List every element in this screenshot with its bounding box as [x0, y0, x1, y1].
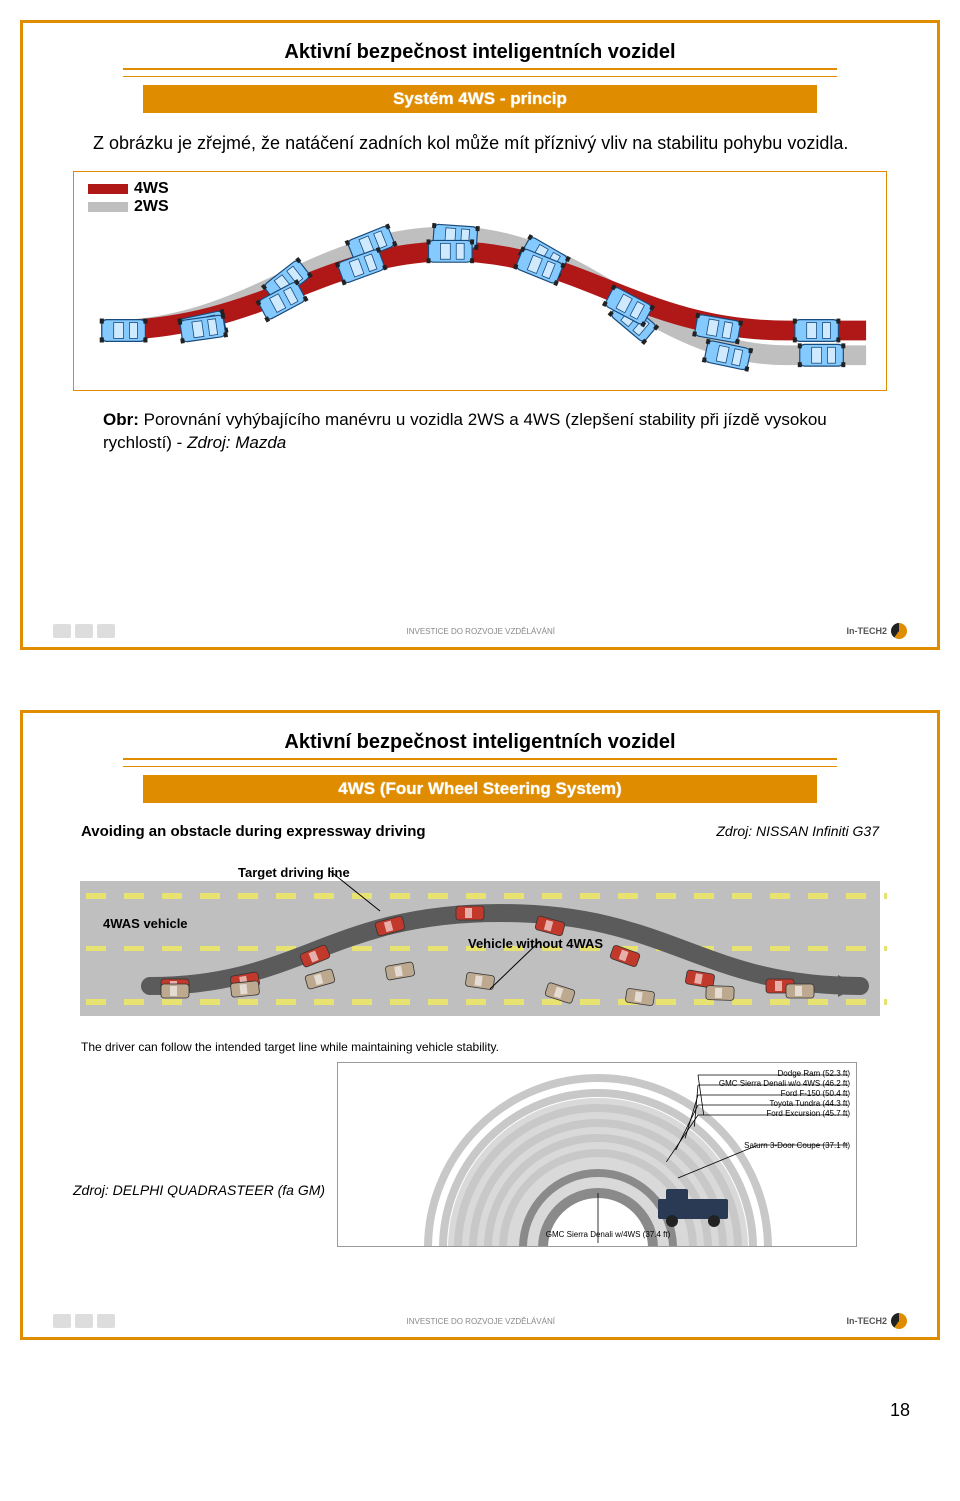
turning-outer-label: Saturn 3-Door Coupe (37.1 ft) — [744, 1141, 850, 1151]
label-without-4was: Vehicle without 4WAS — [468, 936, 603, 951]
legend-label-2ws: 2WS — [134, 198, 169, 216]
slide-2: Aktivní bezpečnost inteligentních vozide… — [20, 710, 940, 1340]
slide-header-2: Aktivní bezpečnost inteligentních vozide… — [63, 731, 897, 754]
fig2b-caption: Zdroj: DELPHI QUADRASTEER (fa GM) — [73, 1062, 333, 1198]
brand-icon-2 — [891, 1313, 907, 1329]
figure-turning-circle: Dodge Ram (52.3 ft)GMC Sierra Denali w/o… — [337, 1062, 857, 1247]
brand-icon — [891, 623, 907, 639]
fig2a-footnote: The driver can follow the intended targe… — [81, 1040, 499, 1054]
fig2a-source: Zdroj: NISSAN Infiniti G37 — [716, 823, 879, 839]
slide-header: Aktivní bezpečnost inteligentních vozide… — [63, 41, 897, 64]
legend-swatch-4ws — [88, 184, 128, 194]
figure-4ws-vs-2ws: 4WS 2WS — [73, 171, 887, 391]
caption-source: Zdroj: Mazda — [187, 433, 286, 452]
footer-brand-2: In-TECH2 — [846, 1313, 907, 1329]
section-title-2: 4WS (Four Wheel Steering System) — [143, 775, 817, 803]
rule-4 — [123, 766, 837, 767]
label-target-line: Target driving line — [238, 865, 350, 880]
legend-label-4ws: 4WS — [134, 180, 169, 198]
slide-footer-2: INVESTICE DO ROZVOJE VZDĚLÁVÁNÍ In-TECH2 — [23, 1313, 937, 1329]
footer-logos — [53, 624, 115, 638]
turning-stack-labels: Dodge Ram (52.3 ft)GMC Sierra Denali w/o… — [690, 1069, 850, 1119]
figure-caption: Obr: Porovnání vyhýbajícího manévru u vo… — [103, 409, 857, 455]
maneuver-svg — [84, 182, 876, 380]
fig2a-heading: Avoiding an obstacle during expressway d… — [81, 823, 426, 840]
rule-1 — [123, 68, 837, 70]
figure-turning-wrap: Zdroj: DELPHI QUADRASTEER (fa GM) Dodge … — [73, 1062, 887, 1247]
intro-paragraph: Z obrázku je zřejmé, že natáčení zadních… — [93, 131, 867, 155]
figure-expressway: Avoiding an obstacle during expressway d… — [73, 821, 887, 1056]
rule-2 — [123, 76, 837, 77]
caption-prefix: Obr: — [103, 410, 139, 429]
rule-3 — [123, 758, 837, 760]
legend: 4WS 2WS — [88, 180, 169, 216]
slide-footer: INVESTICE DO ROZVOJE VZDĚLÁVÁNÍ In-TECH2 — [23, 623, 937, 639]
legend-swatch-2ws — [88, 202, 128, 212]
section-title: Systém 4WS - princip — [143, 85, 817, 113]
slide-1: Aktivní bezpečnost inteligentních vozide… — [20, 20, 940, 650]
label-4was: 4WAS vehicle — [103, 916, 188, 931]
footer-brand: In-TECH2 — [846, 623, 907, 639]
turning-center-label: GMC Sierra Denali w/4WS (37.4 ft) — [518, 1230, 698, 1240]
footer-center-text-2: INVESTICE DO ROZVOJE VZDĚLÁVÁNÍ — [407, 1317, 555, 1326]
page-number: 18 — [20, 1400, 940, 1421]
footer-center-text: INVESTICE DO ROZVOJE VZDĚLÁVÁNÍ — [407, 627, 555, 636]
footer-logos-2 — [53, 1314, 115, 1328]
